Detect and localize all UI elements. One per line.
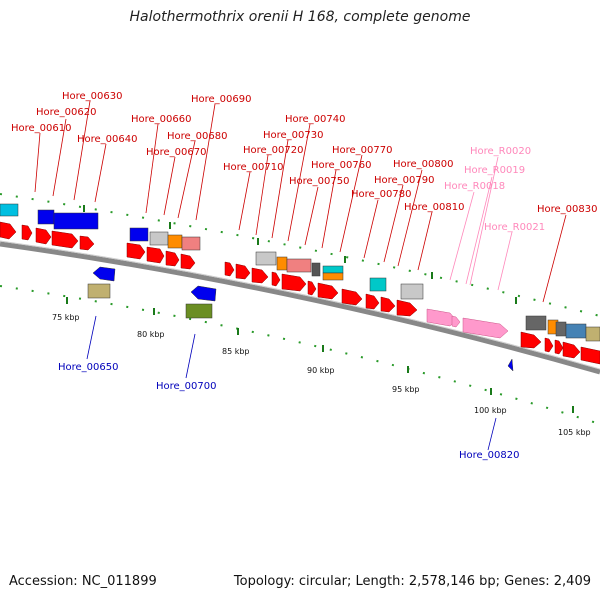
genome-backbone <box>0 241 600 375</box>
tick-90: 90 kbp <box>307 366 335 375</box>
gene-label: Hore_00620 <box>36 107 97 118</box>
gene-label: Hore_00780 <box>351 189 412 200</box>
gene-label: Hore_00790 <box>374 175 435 186</box>
top-gene-labels: Hore_00610 Hore_00620 Hore_00630 Hore_00… <box>11 91 598 215</box>
topology-text: Topology: circular; Length: 2,578,146 bp… <box>233 574 591 589</box>
gene-label: Hore_00690 <box>191 94 252 105</box>
gene-label: Hore_00630 <box>62 91 123 102</box>
gene-label: Hore_00770 <box>332 145 393 156</box>
reverse-feature-blocks <box>87 266 514 372</box>
dotted-guide-rows <box>0 193 600 425</box>
top-label-connectors <box>34 100 567 303</box>
rna-label: Hore_R0021 <box>484 222 545 233</box>
gene-label: Hore_00750 <box>289 176 350 187</box>
genome-title: Halothermothrix orenii H 168, complete g… <box>129 9 471 25</box>
gene-label: Hore_00640 <box>77 134 138 145</box>
gene-label: Hore_00740 <box>285 114 346 125</box>
rna-features <box>426 308 509 339</box>
gene-label: Hore_00670 <box>146 147 207 158</box>
bottom-gene-labels: Hore_00650 Hore_00700 Hore_00820 <box>58 362 520 461</box>
tick-105: 105 kbp <box>558 428 591 437</box>
gene-label: Hore_00810 <box>404 202 465 213</box>
gene-label: Hore_00710 <box>223 162 284 173</box>
gene-label: Hore_00720 <box>243 145 304 156</box>
bottom-label-connectors <box>86 315 497 451</box>
rna-label: Hore_R0019 <box>464 165 525 176</box>
tick-100: 100 kbp <box>474 406 507 415</box>
rna-label: Hore_R0020 <box>470 146 531 157</box>
gene-label: Hore_00680 <box>167 131 228 142</box>
gene-label: Hore_00830 <box>537 204 598 215</box>
forward-cds-arrows <box>0 221 600 365</box>
gene-label: Hore_00820 <box>459 450 520 461</box>
gene-label: Hore_00650 <box>58 362 119 373</box>
gene-label: Hore_00660 <box>131 114 192 125</box>
green-markers <box>66 205 574 413</box>
tick-75: 75 kbp <box>52 313 80 322</box>
gene-label: Hore_00700 <box>156 381 217 392</box>
tick-80: 80 kbp <box>137 330 165 339</box>
accession-text: Accession: NC_011899 <box>9 574 157 589</box>
position-ticks: 75 kbp 80 kbp 85 kbp 90 kbp 95 kbp 100 k… <box>52 313 591 437</box>
tick-95: 95 kbp <box>392 385 420 394</box>
gene-label: Hore_00800 <box>393 159 454 170</box>
rna-label-connectors <box>449 156 513 291</box>
gene-label: Hore_00760 <box>311 160 372 171</box>
rna-gene-labels: Hore_R0018 Hore_R0019 Hore_R0020 Hore_R0… <box>444 146 545 233</box>
rna-label: Hore_R0018 <box>444 181 505 192</box>
forward-feature-blocks <box>0 203 600 342</box>
gene-label: Hore_00730 <box>263 130 324 141</box>
gene-label: Hore_00610 <box>11 123 72 134</box>
tick-85: 85 kbp <box>222 347 250 356</box>
